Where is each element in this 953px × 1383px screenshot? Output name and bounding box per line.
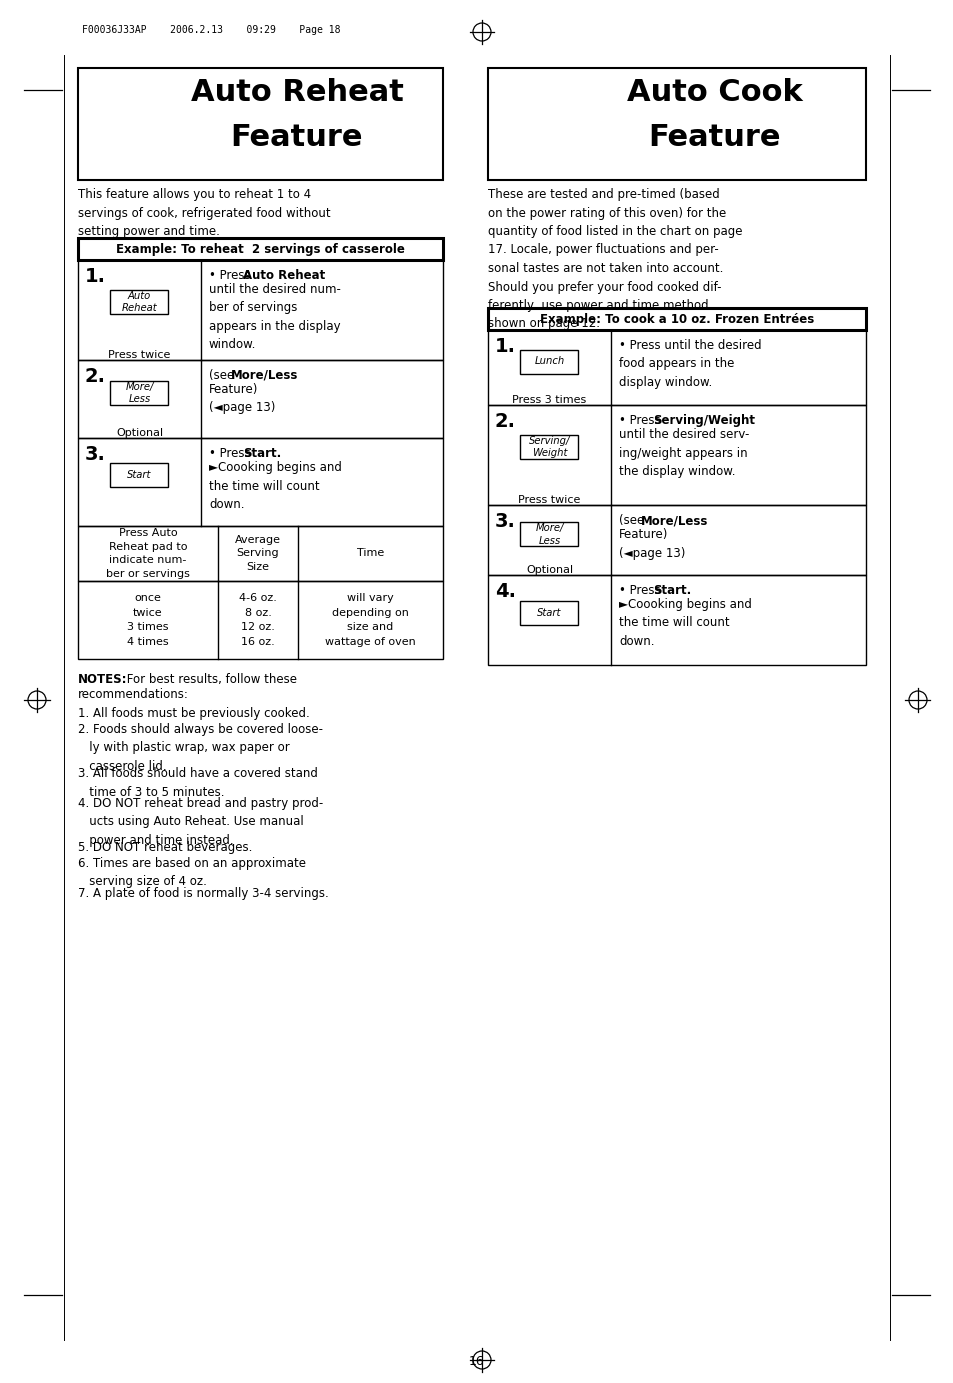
Text: ►Coooking begins and
the time will count
down.: ►Coooking begins and the time will count…: [209, 461, 341, 510]
Bar: [520, 523, 578, 546]
Text: • Press: • Press: [618, 584, 663, 597]
Text: Optional: Optional: [525, 566, 573, 575]
Text: 4.: 4.: [495, 582, 516, 602]
Bar: [488, 331, 865, 405]
Bar: [111, 380, 169, 405]
Text: 4. DO NOT reheat bread and pastry prod-
   ucts using Auto Reheat. Use manual
  : 4. DO NOT reheat bread and pastry prod- …: [78, 797, 323, 846]
Text: Lunch: Lunch: [534, 357, 564, 366]
Text: Average
Serving
Size: Average Serving Size: [234, 535, 281, 573]
Text: (see: (see: [209, 369, 237, 382]
Bar: [78, 360, 442, 438]
Text: Feature: Feature: [648, 123, 781, 152]
Bar: [78, 438, 442, 526]
Text: 7. A plate of food is normally 3-4 servings.: 7. A plate of food is normally 3-4 servi…: [78, 887, 329, 900]
Text: Start.: Start.: [243, 447, 281, 461]
Bar: [111, 463, 169, 487]
Text: Auto Cook: Auto Cook: [626, 77, 801, 106]
Text: Auto Reheat: Auto Reheat: [191, 77, 403, 106]
Text: will vary
depending on
size and
wattage of oven: will vary depending on size and wattage …: [325, 593, 416, 647]
Text: recommendations:: recommendations:: [78, 687, 189, 701]
Text: F00036J33AP    2006.2.13    09:29    Page 18: F00036J33AP 2006.2.13 09:29 Page 18: [82, 25, 340, 35]
Text: More/Less: More/Less: [231, 369, 297, 382]
Text: Example: To reheat  2 servings of casserole: Example: To reheat 2 servings of cassero…: [116, 242, 404, 256]
Bar: [488, 575, 865, 665]
Text: once
twice
3 times
4 times: once twice 3 times 4 times: [127, 593, 169, 647]
Text: For best results, follow these: For best results, follow these: [123, 674, 296, 686]
Bar: [520, 600, 578, 625]
Bar: [78, 68, 442, 180]
Text: • Press: • Press: [209, 447, 254, 461]
Text: Feature)
(◄page 13): Feature) (◄page 13): [618, 528, 684, 560]
Text: 4-6 oz.
8 oz.
12 oz.
16 oz.: 4-6 oz. 8 oz. 12 oz. 16 oz.: [239, 593, 276, 647]
Text: Time: Time: [356, 549, 384, 559]
Text: Start: Start: [537, 607, 561, 618]
Bar: [78, 526, 442, 581]
Bar: [520, 350, 578, 373]
Bar: [78, 238, 442, 260]
Text: • Press: • Press: [209, 270, 254, 282]
Text: Feature)
(◄page 13): Feature) (◄page 13): [209, 383, 275, 415]
Text: 2.: 2.: [85, 366, 106, 386]
Text: More/Less: More/Less: [639, 514, 707, 527]
Text: 6. Times are based on an approximate
   serving size of 4 oz.: 6. Times are based on an approximate ser…: [78, 857, 306, 888]
Text: 3.: 3.: [85, 445, 106, 465]
Text: This feature allows you to reheat 1 to 4
servings of cook, refrigerated food wit: This feature allows you to reheat 1 to 4…: [78, 188, 331, 238]
Text: 1. All foods must be previously cooked.: 1. All foods must be previously cooked.: [78, 707, 310, 721]
Text: Optional: Optional: [116, 427, 163, 438]
Bar: [78, 260, 442, 360]
Text: 5. DO NOT reheat beverages.: 5. DO NOT reheat beverages.: [78, 841, 253, 855]
Text: 3.: 3.: [495, 512, 516, 531]
Bar: [78, 581, 442, 660]
Bar: [111, 290, 169, 314]
Text: 1.: 1.: [495, 337, 516, 355]
Text: Press twice: Press twice: [109, 350, 171, 360]
Text: (see: (see: [618, 514, 647, 527]
Text: Feature: Feature: [231, 123, 363, 152]
Text: Start.: Start.: [653, 584, 691, 597]
Bar: [488, 405, 865, 505]
Text: Example: To cook a 10 oz. Frozen Entrées: Example: To cook a 10 oz. Frozen Entrées: [539, 313, 813, 325]
Text: Press 3 times: Press 3 times: [512, 396, 586, 405]
Text: 2.: 2.: [495, 412, 516, 431]
Text: Start: Start: [127, 470, 152, 480]
Bar: [488, 505, 865, 575]
Text: Serving/
Weight: Serving/ Weight: [528, 436, 570, 458]
Text: 2. Foods should always be covered loose-
   ly with plastic wrap, wax paper or
 : 2. Foods should always be covered loose-…: [78, 722, 323, 773]
Text: • Press: • Press: [618, 414, 663, 427]
Text: until the desired num-
ber of servings
appears in the display
window.: until the desired num- ber of servings a…: [209, 284, 340, 351]
Bar: [488, 68, 865, 180]
Text: • Press until the desired
food appears in the
display window.: • Press until the desired food appears i…: [618, 339, 760, 389]
Text: 16: 16: [469, 1355, 484, 1368]
Bar: [488, 308, 865, 331]
Text: ►Coooking begins and
the time will count
down.: ►Coooking begins and the time will count…: [618, 597, 751, 649]
Text: Serving/Weight: Serving/Weight: [653, 414, 755, 427]
Text: Auto Reheat: Auto Reheat: [243, 270, 325, 282]
Text: 3. All foods should have a covered stand
   time of 3 to 5 minutes.: 3. All foods should have a covered stand…: [78, 768, 317, 798]
Bar: [520, 436, 578, 459]
Text: These are tested and pre-timed (based
on the power rating of this oven) for the
: These are tested and pre-timed (based on…: [488, 188, 741, 331]
Text: More/
Less: More/ Less: [535, 523, 563, 546]
Text: NOTES:: NOTES:: [78, 674, 128, 686]
Text: until the desired serv-
ing/weight appears in
the display window.: until the desired serv- ing/weight appea…: [618, 427, 749, 479]
Text: 1.: 1.: [85, 267, 106, 286]
Text: Press Auto
Reheat pad to
indicate num-
ber or servings: Press Auto Reheat pad to indicate num- b…: [106, 528, 190, 579]
Text: More/
Less: More/ Less: [125, 382, 153, 404]
Text: Auto
Reheat: Auto Reheat: [122, 290, 157, 313]
Text: Press twice: Press twice: [517, 495, 580, 505]
